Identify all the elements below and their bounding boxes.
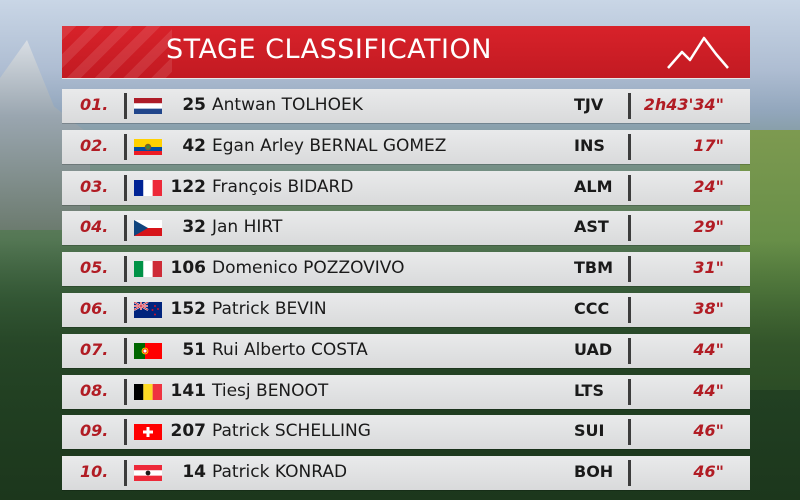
divider: [124, 134, 127, 160]
bib-number: 25: [182, 95, 206, 115]
classification-row: 02. 42 Egan Arley BERNAL GOMEZ INS 17": [62, 130, 750, 164]
classification-header: STAGE CLASSIFICATION: [62, 26, 750, 79]
divider: [124, 419, 127, 445]
team-code: AST: [574, 217, 609, 236]
rank: 04.: [80, 217, 109, 236]
rider-name: Patrick SCHELLING: [212, 421, 371, 441]
rider-name: Egan Arley BERNAL GOMEZ: [212, 136, 447, 156]
classification-row: 10. 14 Patrick KONRAD BOH 46": [62, 456, 750, 490]
classification-row: 07. 51 Rui Alberto COSTA UAD 44": [62, 334, 750, 368]
divider: [124, 93, 127, 119]
divider: [628, 134, 631, 160]
classification-panel: STAGE CLASSIFICATION 01. 25 Antwan TOLHO…: [62, 26, 750, 490]
austria-flag-icon: [134, 465, 162, 481]
rider-name: Patrick BEVIN: [212, 299, 327, 319]
rider-name: Antwan TOLHOEK: [212, 95, 363, 115]
bib-number: 122: [170, 177, 207, 197]
divider: [124, 460, 127, 486]
rank: 07.: [80, 340, 109, 359]
rider-name: François BIDARD: [212, 177, 354, 197]
rank: 06.: [80, 299, 109, 318]
divider: [628, 297, 631, 323]
belgium-flag-icon: [134, 384, 162, 400]
bib-number: 32: [182, 217, 206, 237]
rider-time: 44": [693, 381, 724, 400]
rider-name: Rui Alberto COSTA: [212, 340, 368, 360]
divider: [124, 338, 127, 364]
rider-time: 44": [693, 340, 724, 359]
classification-row: 09. 207 Patrick SCHELLING SUI 46": [62, 415, 750, 449]
rider-time: 17": [693, 136, 724, 155]
classification-row: 06. 152 Patrick BEVIN CCC 38": [62, 293, 750, 327]
rider-name: Jan HIRT: [212, 217, 283, 237]
divider: [124, 175, 127, 201]
rank: 01.: [80, 95, 109, 114]
rider-name: Domenico POZZOVIVO: [212, 258, 405, 278]
classification-row: 08. 141 Tiesj BENOOT LTS 44": [62, 375, 750, 409]
team-code: TBM: [574, 258, 614, 277]
bib-number: 152: [170, 299, 207, 319]
rank: 05.: [80, 258, 109, 277]
team-code: BOH: [574, 462, 614, 481]
team-code: ALM: [574, 177, 613, 196]
rank: 02.: [80, 136, 109, 155]
classification-row: 05. 106 Domenico POZZOVIVO TBM 31": [62, 252, 750, 286]
team-code: CCC: [574, 299, 610, 318]
divider: [124, 256, 127, 282]
bib-number: 42: [182, 136, 206, 156]
switzerland-flag-icon: [134, 424, 162, 440]
classification-row: 03. 122 François BIDARD ALM 24": [62, 171, 750, 205]
france-flag-icon: [134, 180, 162, 196]
bib-number: 51: [182, 340, 206, 360]
header-stripe-pattern: [62, 26, 172, 78]
divider: [628, 215, 631, 241]
czechia-flag-icon: [134, 220, 162, 236]
team-code: SUI: [574, 421, 605, 440]
netherlands-flag-icon: [134, 98, 162, 114]
divider: [628, 93, 631, 119]
rider-time: 46": [693, 462, 724, 481]
team-code: INS: [574, 136, 605, 155]
rank: 10.: [80, 462, 109, 481]
rider-time: 29": [693, 217, 724, 236]
new-zealand-flag-icon: [134, 302, 162, 318]
rider-time: 2h43'34": [643, 95, 724, 114]
divider: [628, 338, 631, 364]
rider-time: 38": [693, 299, 724, 318]
portugal-flag-icon: [134, 343, 162, 359]
team-code: LTS: [574, 381, 604, 400]
italy-flag-icon: [134, 261, 162, 277]
bib-number: 207: [170, 421, 207, 441]
rider-time: 31": [693, 258, 724, 277]
divider: [628, 175, 631, 201]
team-code: UAD: [574, 340, 613, 359]
divider: [628, 256, 631, 282]
divider: [628, 419, 631, 445]
divider: [124, 297, 127, 323]
classification-title: STAGE CLASSIFICATION: [166, 34, 492, 65]
mountain-logo-icon: [667, 36, 729, 69]
rank: 08.: [80, 381, 109, 400]
ecuador-flag-icon: [134, 139, 162, 155]
bib-number: 106: [170, 258, 207, 278]
divider: [628, 379, 631, 405]
bib-number: 141: [170, 381, 207, 401]
classification-row: 01. 25 Antwan TOLHOEK TJV 2h43'34": [62, 89, 750, 123]
rider-time: 46": [693, 421, 724, 440]
team-code: TJV: [574, 95, 604, 114]
rider-name: Patrick KONRAD: [212, 462, 348, 482]
divider: [124, 379, 127, 405]
rider-time: 24": [693, 177, 724, 196]
divider: [628, 460, 631, 486]
classification-row: 04. 32 Jan HIRT AST 29": [62, 211, 750, 245]
divider: [124, 215, 127, 241]
bib-number: 14: [182, 462, 206, 482]
rank: 09.: [80, 421, 109, 440]
rank: 03.: [80, 177, 109, 196]
rider-name: Tiesj BENOOT: [212, 381, 329, 401]
